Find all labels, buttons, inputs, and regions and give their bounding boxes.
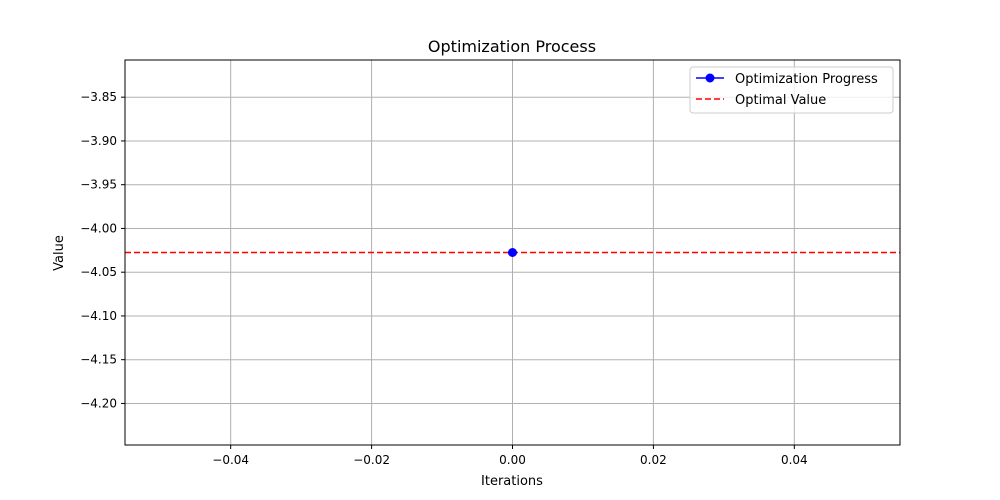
legend: Optimization Progress Optimal Value	[689, 66, 894, 114]
y-tick-label: −4.05	[80, 265, 117, 279]
legend-box	[689, 66, 894, 114]
y-axis-ticks: −3.85 −3.90 −3.95 −4.00 −4.05 −4.10 −4.15 −4.20	[80, 90, 125, 410]
legend-swatch-marker	[705, 73, 715, 83]
y-tick-label: −4.00	[80, 221, 117, 235]
y-tick-label: −3.90	[80, 134, 117, 148]
data-point	[508, 248, 517, 257]
y-tick-label: −4.10	[80, 309, 117, 323]
y-tick-label: −4.20	[80, 396, 117, 410]
legend-label-progress: Optimization Progress	[735, 72, 878, 87]
x-tick-label: 0.00	[499, 453, 526, 467]
x-tick-label: −0.04	[212, 453, 249, 467]
x-tick-label: 0.02	[640, 453, 667, 467]
x-tick-label: −0.02	[353, 453, 390, 467]
x-tick-label: 0.04	[781, 453, 808, 467]
chart-title: Optimization Process	[428, 37, 596, 56]
legend-label-optimal: Optimal Value	[735, 93, 826, 108]
y-tick-label: −3.95	[80, 178, 117, 192]
y-tick-label: −3.85	[80, 90, 117, 104]
data-series	[508, 248, 517, 257]
x-axis-ticks: −0.04 −0.02 0.00 0.02 0.04	[212, 445, 808, 467]
y-axis-label: Value	[52, 235, 67, 271]
y-tick-label: −4.15	[80, 353, 117, 367]
x-axis-label: Iterations	[481, 474, 543, 489]
